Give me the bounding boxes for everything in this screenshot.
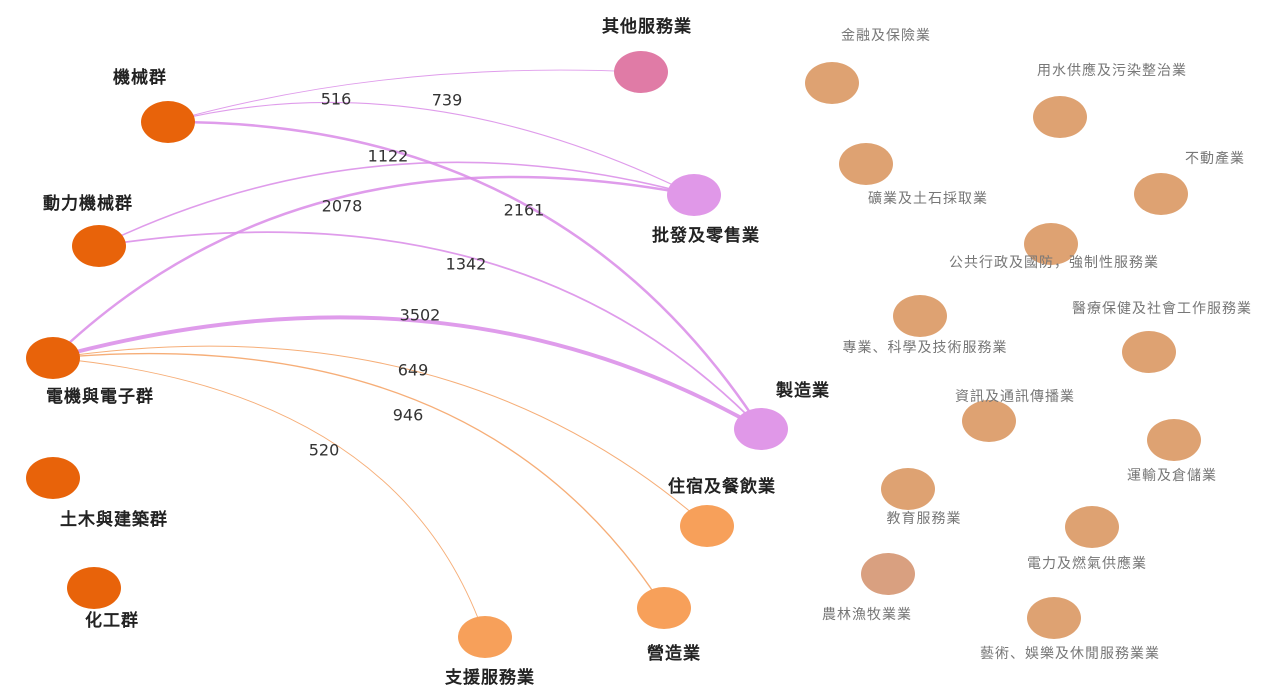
node-label: 專業、科學及技術服務業: [843, 340, 1008, 356]
node: [458, 616, 512, 658]
edges: 516 739 1122 2161 1342 2078 3502 649 946 520: [52, 69, 763, 638]
node: [141, 101, 195, 143]
node-label: 運輸及倉儲業: [1127, 468, 1217, 484]
node-label: 住宿及餐飲業: [668, 476, 776, 497]
edge: [167, 101, 695, 196]
node: [67, 567, 121, 609]
node: [805, 62, 859, 104]
node-label: 藝術、娛樂及休閒服務業業: [980, 645, 1160, 662]
node-label: 批發及零售業: [652, 225, 760, 246]
node-label: 其他服務業: [602, 16, 692, 37]
edge-label: 1342: [446, 255, 487, 274]
node: [26, 457, 80, 499]
node: [839, 143, 893, 185]
node-label: 營造業: [647, 643, 701, 664]
node: [637, 587, 691, 629]
edge-label: 649: [398, 361, 429, 380]
edge: [98, 161, 695, 247]
node: [1027, 597, 1081, 639]
edge-label: 516: [321, 90, 352, 109]
node-label: 醫療保健及社會工作服務業: [1072, 300, 1252, 317]
node: [734, 408, 788, 450]
node: [1147, 419, 1201, 461]
node-label: 不動產業: [1185, 150, 1245, 167]
edge: [167, 120, 763, 430]
edge-label: 946: [393, 406, 424, 425]
node-label: 化工群: [85, 610, 139, 631]
edge-label: 2078: [322, 197, 363, 216]
node: [893, 295, 947, 337]
node-label: 資訊及通訊傳播業: [955, 389, 1075, 405]
node-label: 機械群: [113, 67, 167, 88]
edge-label: 739: [432, 91, 463, 110]
edge-label: 2161: [504, 201, 545, 220]
edge-label: 1122: [368, 147, 409, 166]
node-label: 電機與電子群: [46, 386, 154, 407]
node: [614, 51, 668, 93]
node: [1134, 173, 1188, 215]
node: [26, 337, 80, 379]
edge: [52, 345, 708, 527]
node: [667, 174, 721, 216]
node: [1033, 96, 1087, 138]
edge: [52, 352, 665, 609]
node: [680, 505, 734, 547]
node: [1065, 506, 1119, 548]
edge: [52, 357, 486, 638]
edge-label: 3502: [400, 306, 441, 325]
node: [1122, 331, 1176, 373]
node: [861, 553, 915, 595]
node-label: 土木與建築群: [60, 509, 168, 530]
node-label: 農林漁牧業業: [822, 607, 912, 623]
node-label: 電力及燃氣供應業: [1027, 555, 1147, 572]
edge: [52, 315, 762, 431]
node-label: 公共行政及國防，強制性服務業: [949, 255, 1159, 271]
node-label: 礦業及土石採取業: [868, 190, 988, 207]
node: [962, 400, 1016, 442]
edge: [98, 231, 762, 430]
node: [72, 225, 126, 267]
node: [1024, 223, 1078, 265]
node-label: 製造業: [775, 380, 830, 401]
node-label: 金融及保險業: [841, 28, 931, 44]
node-label: 動力機械群: [43, 193, 133, 214]
node-label: 教育服務業: [887, 511, 962, 527]
node-label: 用水供應及污染整治業: [1037, 62, 1187, 79]
node: [881, 468, 935, 510]
node-label: 支援服務業: [445, 667, 535, 688]
edge: [167, 69, 642, 123]
edge: [52, 175, 695, 359]
edge-label: 520: [309, 441, 340, 460]
